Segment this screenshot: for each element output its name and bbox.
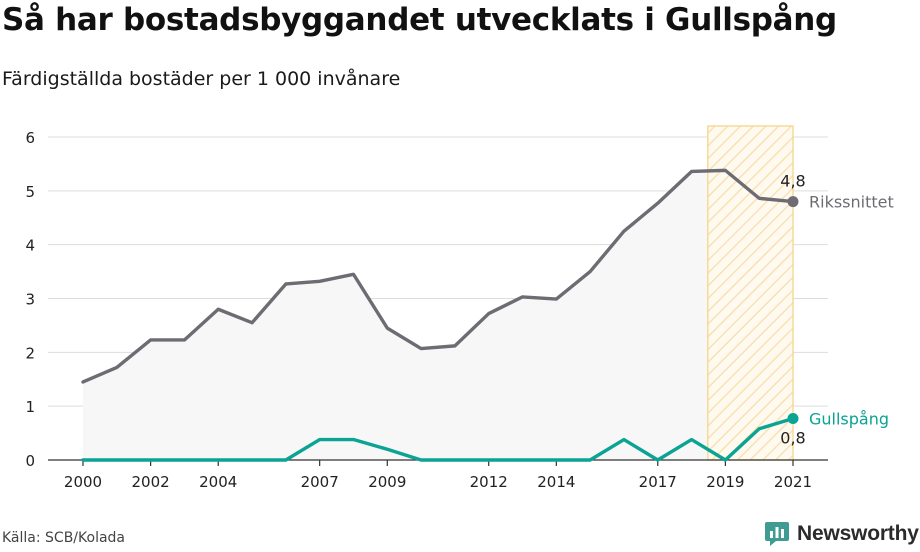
highlight-layer xyxy=(707,125,794,461)
y-tick-label: 0 xyxy=(25,452,35,470)
chart-subtitle: Färdigställda bostäder per 1 000 invånar… xyxy=(2,68,401,90)
series-name-label-1: Rikssnittet xyxy=(809,193,894,212)
x-tick-label: 2019 xyxy=(706,473,744,491)
brand-name: Newsworthy xyxy=(797,522,919,545)
x-tick-label: 2014 xyxy=(537,473,575,491)
y-tick-label: 1 xyxy=(25,398,35,416)
x-tick-label: 2021 xyxy=(774,473,812,491)
x-tick-label: 2004 xyxy=(199,473,237,491)
x-tick-label: 2002 xyxy=(132,473,170,491)
highlight-region xyxy=(707,125,794,461)
series-end-point-1 xyxy=(787,196,799,208)
series-area-fill xyxy=(83,170,793,461)
x-tick-label: 2000 xyxy=(64,473,102,491)
x-tick-label: 2012 xyxy=(470,473,508,491)
x-tick-label: 2009 xyxy=(368,473,406,491)
series-end-point-2 xyxy=(787,413,799,425)
page-title: Så har bostadsbyggandet utvecklats i Gul… xyxy=(2,2,837,38)
series-value-label-2: 0,8 xyxy=(780,429,805,448)
series-layer xyxy=(81,168,799,462)
y-tick-label: 2 xyxy=(25,344,35,362)
series-name-label-2: Gullspång xyxy=(809,410,889,429)
y-tick-label: 6 xyxy=(25,129,35,147)
y-tick-label: 3 xyxy=(25,291,35,309)
y-tick-label: 4 xyxy=(25,237,35,255)
series-line-1 xyxy=(81,168,795,384)
newsworthy-logo-icon xyxy=(765,522,789,546)
area-layer xyxy=(83,170,793,461)
source-note: Källa: SCB/Kolada xyxy=(2,530,126,546)
series-line-2 xyxy=(81,416,795,462)
y-tick-label: 5 xyxy=(25,183,35,201)
x-tick-label: 2007 xyxy=(301,473,339,491)
series-value-label-1: 4,8 xyxy=(780,172,805,191)
x-tick-label: 2017 xyxy=(639,473,677,491)
brand-logo[interactable]: Newsworthy xyxy=(764,520,919,548)
